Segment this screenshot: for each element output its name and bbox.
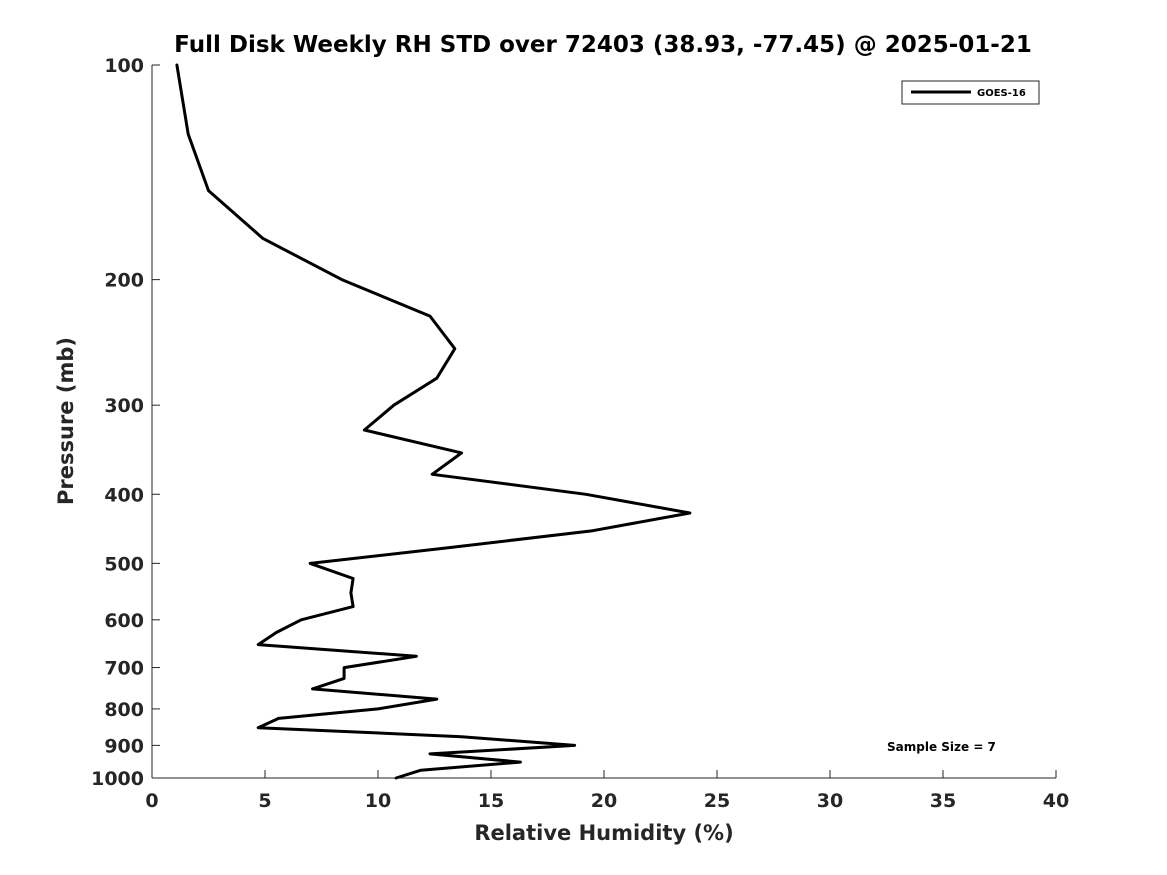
y-tick-label: 900	[104, 735, 144, 757]
x-ticks: 0 5 10 15 20 25 30 35 40	[145, 770, 1069, 812]
x-axis-label: Relative Humidity (%)	[474, 821, 733, 845]
y-tick-label: 100	[104, 55, 144, 77]
series-line-goes-16	[175, 63, 692, 780]
y-tick-label: 1000	[91, 768, 144, 790]
y-tick-label: 400	[104, 484, 144, 506]
y-tick-label: 300	[104, 395, 144, 417]
x-tick-label: 25	[704, 790, 730, 812]
y-ticks: 100 200 300 400 500 600 700 800 900 1000	[91, 55, 160, 790]
y-tick-label: 800	[104, 699, 144, 721]
y-tick-label: 600	[104, 610, 144, 632]
x-tick-label: 15	[478, 790, 504, 812]
legend-label: GOES-16	[977, 88, 1026, 99]
plot-area: 0 5 10 15 20 25 30 35 40 100 200 300 400 500 600 700 80…	[91, 55, 1069, 812]
legend: GOES-16	[901, 80, 1040, 105]
x-tick-label: 5	[258, 790, 271, 812]
y-axis-label: Pressure (mb)	[54, 337, 78, 505]
chart-title: Full Disk Weekly RH STD over 72403 (38.9…	[174, 32, 1032, 58]
y-tick-label: 700	[104, 658, 144, 680]
sample-size-annotation: Sample Size = 7	[887, 740, 996, 754]
x-tick-label: 30	[817, 790, 843, 812]
x-tick-label: 0	[145, 790, 158, 812]
y-tick-label: 500	[104, 553, 144, 575]
y-tick-label: 200	[104, 270, 144, 292]
x-tick-label: 20	[591, 790, 617, 812]
x-tick-label: 35	[930, 790, 956, 812]
x-tick-label: 40	[1043, 790, 1069, 812]
x-tick-label: 10	[365, 790, 391, 812]
